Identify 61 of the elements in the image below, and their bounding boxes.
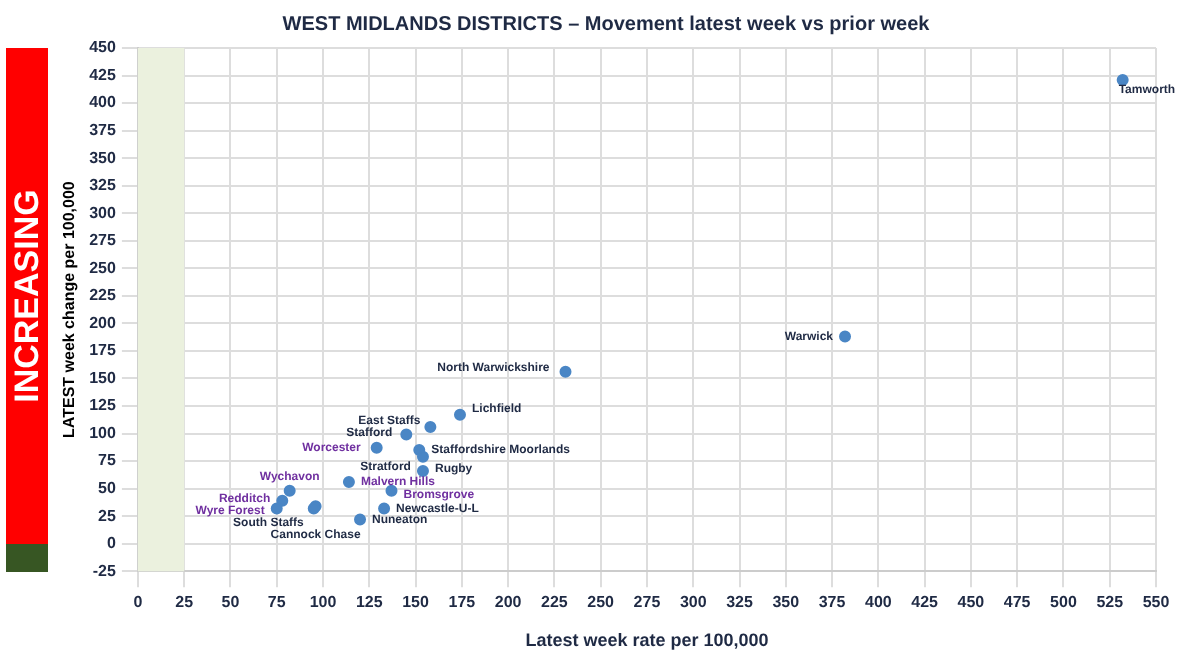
point [370,441,383,454]
x-tick-label: 225 [541,593,569,612]
point [416,450,429,463]
x-tick-label: 275 [633,593,662,612]
x-tick-label: 75 [267,593,287,612]
point [342,475,355,488]
increasing-panel: INCREASING [6,48,48,544]
x-tick-label: 375 [818,593,847,612]
y-tick-label: 25 [98,506,117,525]
y-tick-label: 250 [89,258,117,277]
x-tick-label: 425 [911,593,940,612]
x-tick-label: 175 [448,593,477,612]
point [283,484,296,497]
x-tick-label: 250 [587,593,616,612]
point [453,408,466,421]
x-tick-label: 450 [957,593,986,612]
x-tick-label: 550 [1142,593,1171,612]
y-tick-label: 50 [98,479,117,497]
point [559,365,572,378]
y-tick-label: 350 [89,148,117,167]
x-tick-label: 125 [355,593,384,612]
y-tick-label: 200 [89,313,117,332]
x-tick-label: 100 [309,593,338,612]
point [276,494,289,507]
x-tick-label: 25 [175,593,195,612]
y-tick-label: 300 [89,203,117,222]
point [354,513,367,526]
point [839,330,852,343]
y-tick-label: 125 [89,396,117,415]
point [400,428,413,441]
x-tick-label: 350 [772,593,801,612]
y-axis-title: LATEST week change per 100,000 [60,180,79,438]
y-tick-label: 450 [89,38,117,57]
x-tick-label: 0 [133,593,144,612]
y-tick-label: 0 [106,534,117,553]
x-tick-label: 525 [1096,593,1125,612]
y-tick-label: 175 [89,341,117,360]
x-tick-label: 50 [221,593,241,612]
y-tick-label: 225 [89,286,117,305]
x-tick-label: 500 [1050,593,1078,612]
y-tick-label: 425 [89,65,117,84]
x-tick-label: 475 [1003,593,1032,612]
chart-title: WEST MIDLANDS DISTRICTS – Movement latest week vs prior week [282,13,931,36]
point [416,464,429,477]
x-tick-label: 300 [679,593,708,612]
y-tick-label: 150 [89,368,117,387]
x-axis-title: Latest week rate per 100,000 [525,630,769,651]
y-tick-label: 100 [89,423,117,442]
point [378,502,391,515]
y-tick-label: 375 [89,121,117,140]
x-tick-label: 150 [402,593,430,612]
point [424,420,437,433]
y-tick-label: 75 [98,451,117,470]
x-tick-label: 200 [494,593,523,612]
x-tick-label: 325 [726,593,754,612]
y-tick-label: 400 [89,93,117,112]
y-tick-label: 275 [89,231,117,250]
y-tick-label: 325 [89,176,117,195]
y-tick-label: -25 [92,561,117,580]
x-tick-label: 400 [864,593,893,612]
point [270,502,283,515]
